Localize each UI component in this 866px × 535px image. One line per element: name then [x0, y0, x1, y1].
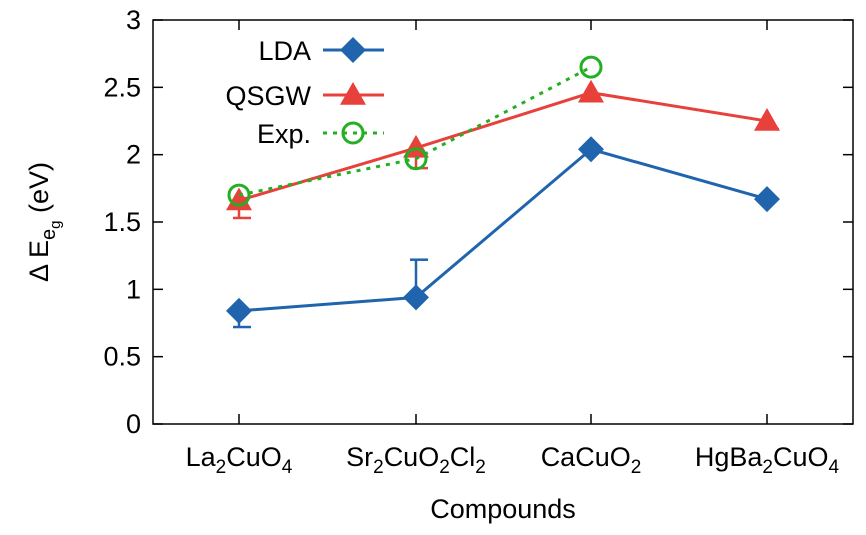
x-tick-label-part: 2 [373, 457, 384, 478]
y-tick-label: 0 [126, 409, 141, 439]
x-tick-label: CaCuO2 [541, 442, 642, 478]
x-tick-label-part: 2 [475, 457, 486, 478]
y-axis-title-part: Δ E [24, 240, 54, 282]
y-tick-label: 1 [126, 274, 141, 304]
series-line [238, 147, 768, 313]
legend-label: QSGW [226, 81, 312, 111]
y-tick-label: 3 [126, 5, 141, 35]
data-point [226, 297, 252, 324]
x-tick-label-part: 2 [762, 457, 773, 478]
series-lda [226, 136, 780, 329]
x-tick-label-part: CuO [773, 442, 829, 472]
data-point [403, 284, 429, 311]
legend-label: Exp. [257, 119, 311, 149]
x-tick-label-part: 4 [829, 457, 840, 478]
legend-marker [341, 121, 365, 145]
x-tick-label-part: Cl [450, 442, 476, 472]
x-tick-label-part: HgBa [695, 442, 764, 472]
y-tick-label: 1.5 [103, 207, 141, 237]
x-tick-label: Sr2CuO2Cl2 [346, 442, 486, 478]
legend-label: LDA [258, 36, 311, 66]
data-point [578, 79, 604, 103]
data-point [404, 147, 428, 171]
x-axis-title: Compounds [430, 494, 576, 524]
x-tick-label-part: CuO [384, 442, 440, 472]
x-tick-label-part: Sr [346, 442, 373, 472]
data-point [754, 186, 780, 213]
series-line [238, 91, 768, 202]
legend: LDA QSGW Exp. [226, 36, 384, 149]
x-tick-label: La2CuO4 [186, 442, 293, 478]
series-line [238, 65, 592, 197]
x-tick-label-part: 2 [631, 457, 642, 478]
y-axis-title-part: e [38, 229, 60, 240]
x-tick-label-part: CuO [226, 442, 282, 472]
x-tick-label: HgBa2CuO4 [695, 442, 840, 478]
y-axis-title-part: (eV) [24, 162, 54, 221]
y-axis-title-part: g [47, 220, 64, 228]
y-tick-label: 0.5 [103, 342, 141, 372]
data-point [227, 183, 251, 207]
x-tick-label-part: 4 [282, 457, 293, 478]
x-tick-label-part: 2 [216, 457, 227, 478]
data-point [578, 136, 604, 163]
y-tick-label: 2 [126, 140, 141, 170]
x-tick-label-part: 2 [439, 457, 450, 478]
legend-marker [340, 37, 366, 63]
series-layer [226, 55, 780, 329]
x-axis: La2CuO4 Sr2CuO2Cl2 CaCuO2 HgBa2CuO4 [186, 20, 840, 478]
legend-marker [340, 82, 366, 105]
y-axis: 0 0.5 1 1.5 2 2.5 3 [103, 5, 853, 439]
x-tick-label-part: La [186, 442, 217, 472]
data-point [579, 55, 603, 79]
series-exp [227, 55, 603, 207]
x-tick-label-part: CaCuO [541, 442, 631, 472]
y-tick-label: 2.5 [103, 72, 141, 102]
data-point [754, 108, 780, 131]
y-axis-title: Δ Eeg (eV) [24, 162, 64, 282]
